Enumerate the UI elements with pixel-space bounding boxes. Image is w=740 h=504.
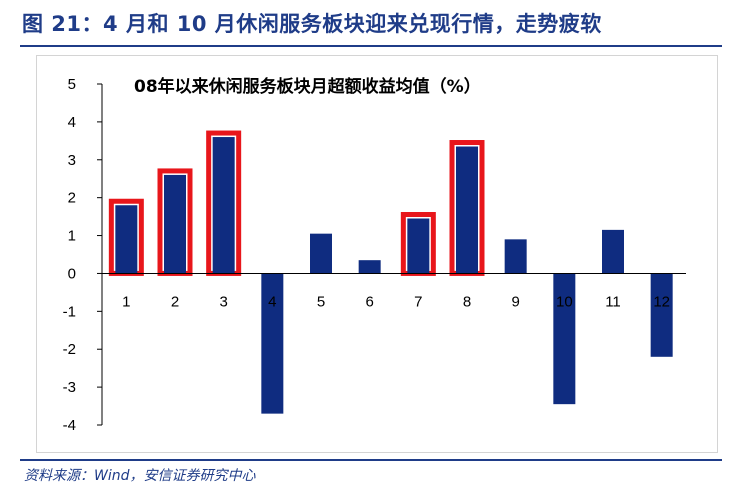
bar-3 <box>212 137 235 274</box>
x-tick-label: 2 <box>171 293 179 310</box>
bar-11 <box>602 229 624 274</box>
y-tick-label: 2 <box>68 190 76 207</box>
x-tick-label: 3 <box>219 293 227 310</box>
x-tick-label: 1 <box>122 293 130 310</box>
bar-7 <box>407 218 430 274</box>
x-tick-label: 4 <box>268 293 276 310</box>
x-tick-label: 12 <box>653 293 670 310</box>
y-tick-label: -2 <box>63 341 76 358</box>
bar-10 <box>553 273 576 405</box>
y-tick-label: -3 <box>63 379 76 396</box>
bar-2 <box>164 174 186 274</box>
bar-12 <box>650 273 673 357</box>
x-tick-label: 6 <box>365 293 373 310</box>
y-tick-label: 3 <box>68 152 76 169</box>
figure-header: 图 21：4 月和 10 月休闲服务板块迎来兑现行情，走势疲软 <box>0 0 740 52</box>
y-tick-label: 5 <box>68 76 76 93</box>
y-tick-label: 4 <box>68 114 76 131</box>
x-tick-label: 11 <box>605 293 621 310</box>
bar-5 <box>310 233 332 274</box>
bar-9 <box>504 239 527 274</box>
footer-rule <box>20 459 722 461</box>
bar-6 <box>358 260 381 274</box>
y-tick-label: 0 <box>68 265 76 282</box>
bar-1 <box>115 205 138 274</box>
y-tick-label: -1 <box>63 303 76 320</box>
y-tick-label: 1 <box>68 228 76 245</box>
x-tick-label: 5 <box>317 293 325 310</box>
x-tick-label: 7 <box>414 293 422 310</box>
x-tick-label: 8 <box>463 293 471 310</box>
bar-8 <box>456 146 478 274</box>
source-note: 资料来源：Wind，安信证券研究中心 <box>24 468 256 484</box>
bar-4 <box>261 273 284 414</box>
y-tick-label: -4 <box>63 417 76 434</box>
figure-title: 图 21：4 月和 10 月休闲服务板块迎来兑现行情，走势疲软 <box>22 12 602 36</box>
header-rule <box>20 45 722 47</box>
chart-title: 08年以来休闲服务板块月超额收益均值（%） <box>134 77 481 97</box>
x-tick-label: 10 <box>556 293 573 310</box>
x-tick-label: 9 <box>511 293 519 310</box>
